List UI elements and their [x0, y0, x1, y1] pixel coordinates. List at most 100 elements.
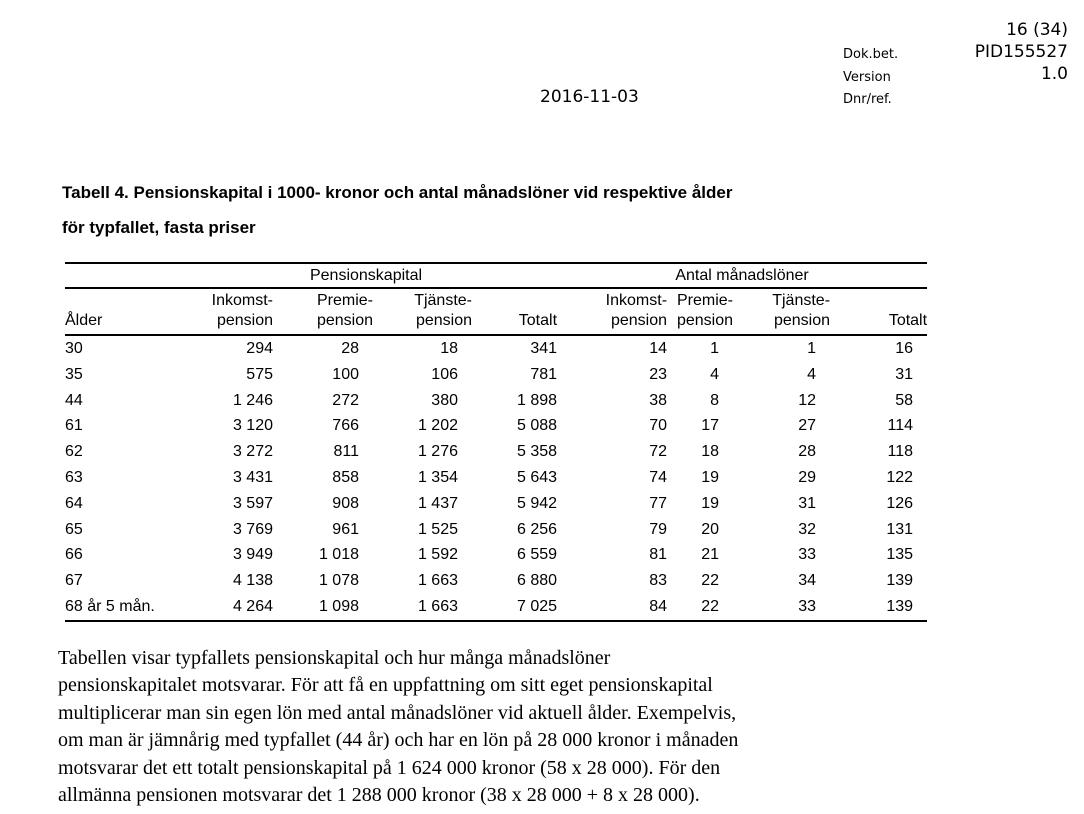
- column-header-totalt-manader: Totalt: [830, 288, 928, 336]
- body-line: om man är jämnårig med typfallet (44 år)…: [58, 729, 739, 752]
- value-cell: 81: [649, 546, 668, 564]
- body-line: Tabellen visar typfallets pensionskapita…: [58, 647, 611, 669]
- age-cell: 35: [65, 365, 83, 383]
- table-row: 61 3 120 766 1 202 5 088 70 17 27 114: [65, 413, 927, 439]
- value-cell: 31: [798, 494, 817, 512]
- group-header-spacer: [65, 263, 175, 289]
- value-cell: 72: [649, 443, 668, 461]
- value-cell: 131: [886, 520, 914, 538]
- value-cell: 23: [649, 365, 668, 383]
- value-cell: 70: [649, 417, 668, 435]
- value-cell: 380: [431, 391, 458, 409]
- value-cell: 1: [710, 340, 720, 357]
- table-row: 63 3 431 858 1 354 5 643 74 19 29 122: [65, 465, 927, 491]
- column-header-inkomstpension-kapital: Inkomst-pension: [175, 288, 273, 336]
- table-caption: Tabell 4. Pensionskapital i 1000- kronor…: [62, 175, 733, 245]
- value-cell: 18: [440, 340, 458, 357]
- age-cell: 30: [65, 340, 83, 357]
- table-row: 66 3 949 1 018 1 592 6 559 81 21 33 135: [65, 542, 927, 568]
- value-cell: 575: [246, 365, 273, 383]
- value-cell: 341: [530, 340, 558, 357]
- value-cell: 5 358: [516, 443, 558, 461]
- table-row: 65 3 769 961 1 525 6 256 79 20 32 131: [65, 517, 927, 543]
- value-cell: 83: [649, 572, 668, 590]
- value-cell: 5 088: [516, 417, 558, 435]
- value-cell: 135: [886, 546, 914, 564]
- value-cell: 106: [431, 365, 458, 383]
- pension-table: Pensionskapital Antal månadslöner Ålder …: [65, 262, 928, 622]
- table-row: 68 år 5 mån. 4 264 1 098 1 663 7 025 84 22 33 13…: [65, 594, 927, 621]
- meta-label-dok-bet: Dok.bet.: [843, 47, 899, 62]
- value-cell: 34: [798, 572, 817, 590]
- value-cell: 3 597: [232, 494, 273, 512]
- value-cell: 29: [798, 468, 817, 486]
- table-row: 64 3 597 908 1 437 5 942 77 19 31 126: [65, 491, 927, 517]
- age-cell: 67: [65, 572, 83, 590]
- value-cell: 28: [798, 443, 817, 461]
- value-cell: 961: [332, 520, 359, 538]
- value-cell: 4: [807, 365, 817, 383]
- column-header-row: Ålder Inkomst-pension Premie-pension Tjä…: [65, 288, 928, 336]
- body-line: allmänna pensionen motsvarar det 1 288 0…: [58, 784, 700, 807]
- value-cell: 139: [886, 572, 914, 590]
- table-row: 30 294 28 18 341 14 1 1 16: [65, 335, 927, 362]
- value-cell: 7 025: [516, 597, 558, 615]
- value-cell: 1 663: [417, 572, 458, 590]
- value-cell: 1 276: [417, 443, 458, 461]
- table-row: 62 3 272 811 1 276 5 358 72 18 28 118: [65, 439, 927, 465]
- table-caption-line-1: Tabell 4. Pensionskapital i 1000- kronor…: [62, 183, 733, 202]
- value-cell: 6 256: [516, 520, 558, 538]
- column-header-premiepension-kapital: Premie-pension: [273, 288, 373, 336]
- age-cell: 65: [65, 520, 83, 538]
- value-cell: 58: [895, 391, 914, 409]
- value-cell: 858: [332, 468, 359, 486]
- table-caption-line-2: för typfallet, fasta priser: [62, 218, 256, 237]
- value-cell: 100: [332, 365, 359, 383]
- value-cell: 908: [332, 494, 359, 512]
- group-header-row: Pensionskapital Antal månadslöner: [65, 263, 928, 289]
- value-cell: 19: [701, 494, 720, 512]
- value-cell: 33: [798, 597, 817, 615]
- value-cell: 1 663: [417, 597, 458, 615]
- age-cell: 66: [65, 546, 83, 564]
- group-header-antal-manadsloner: Antal månadslöner: [557, 263, 928, 289]
- value-cell: 17: [701, 417, 720, 435]
- age-cell: 63: [65, 468, 83, 486]
- value-cell: 1 078: [318, 572, 359, 590]
- value-cell: 1 098: [318, 597, 359, 615]
- value-cell: 33: [798, 546, 817, 564]
- value-cell: 22: [701, 597, 720, 615]
- column-header-inkomstpension-manader: Inkomst-pension: [557, 288, 668, 336]
- value-cell: 31: [895, 365, 914, 383]
- value-cell: 8: [710, 391, 720, 409]
- value-cell: 4: [710, 365, 720, 383]
- value-cell: 126: [886, 494, 914, 512]
- value-cell: 1 246: [232, 391, 273, 409]
- value-cell: 12: [798, 391, 817, 409]
- meta-label-version: Version: [843, 70, 891, 85]
- value-cell: 114: [887, 417, 914, 435]
- value-cell: 4 264: [232, 597, 273, 615]
- value-cell: 6 880: [516, 572, 558, 590]
- value-cell: 27: [798, 417, 817, 435]
- age-cell: 64: [65, 494, 83, 512]
- value-cell: 20: [701, 520, 720, 538]
- body-line: pensionskapitalet motsvarar. För att få …: [58, 674, 713, 697]
- value-cell: 3 272: [232, 443, 273, 461]
- value-cell: 1 354: [417, 468, 458, 486]
- value-cell: 5 643: [516, 468, 558, 486]
- value-cell: 5 942: [516, 494, 558, 512]
- table-row: 44 1 246 272 380 1 898 38 8 12 58: [65, 388, 927, 414]
- body-line: multiplicerar man sin egen lön med antal…: [58, 701, 737, 724]
- value-cell: 1 898: [516, 391, 558, 409]
- meta-label-dnr-ref: Dnr/ref.: [843, 92, 892, 107]
- value-cell: 811: [333, 443, 359, 461]
- age-cell: 61: [65, 417, 83, 435]
- value-cell: 272: [332, 391, 359, 409]
- body-line: motsvarar det ett totalt pensionskapital…: [58, 756, 721, 779]
- value-cell: 3 431: [232, 468, 273, 486]
- value-cell: 3 120: [232, 417, 273, 435]
- value-cell: 4 138: [232, 572, 273, 590]
- meta-value-version: 1.0: [1040, 64, 1068, 84]
